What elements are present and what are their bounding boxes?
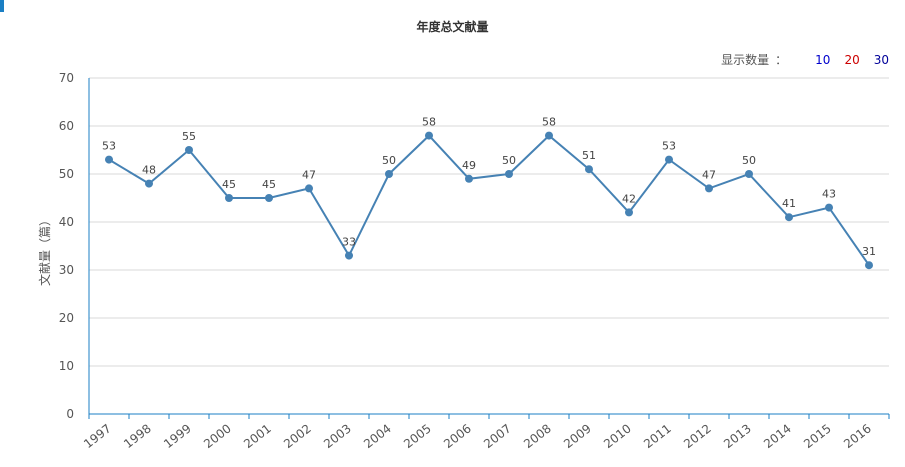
data-point	[785, 213, 793, 222]
x-tick-label: 2008	[521, 421, 554, 451]
x-tick-label: 2005	[401, 421, 434, 451]
x-tick-label: 2000	[201, 421, 234, 451]
data-label: 47	[302, 168, 316, 181]
y-tick-label: 40	[59, 215, 74, 229]
x-tick-label: 2016	[841, 421, 874, 451]
data-label: 41	[782, 197, 796, 210]
data-point	[105, 155, 113, 164]
y-axis-label: 文献量（篇）	[37, 214, 52, 286]
x-tick-label: 1999	[161, 421, 194, 451]
display-count-option-30[interactable]: 30	[873, 52, 889, 67]
data-point	[145, 179, 153, 188]
chart-title: 年度总文献量	[416, 20, 489, 34]
data-label: 50	[382, 154, 396, 167]
x-tick-label: 2003	[321, 421, 354, 451]
data-label: 48	[142, 164, 156, 177]
data-label: 33	[342, 236, 356, 249]
data-label: 51	[582, 149, 596, 162]
data-point	[665, 155, 673, 164]
data-point	[825, 203, 833, 212]
data-point	[425, 131, 433, 140]
data-point	[465, 174, 473, 183]
data-point	[705, 184, 713, 193]
data-label: 55	[182, 130, 196, 143]
x-tick-label: 2006	[441, 421, 474, 451]
display-count-option-20[interactable]: 20	[844, 52, 860, 67]
data-label: 45	[222, 178, 236, 191]
display-count-option-10[interactable]: 10	[815, 52, 831, 67]
y-tick-label: 10	[59, 359, 74, 373]
y-tick-label: 70	[59, 71, 74, 85]
x-tick-label: 2001	[241, 421, 274, 451]
y-tick-label: 0	[66, 407, 74, 421]
display-count-selector: 显示数量 ： 10 20 30	[721, 51, 889, 68]
data-point	[745, 170, 753, 178]
y-tick-label: 30	[59, 263, 74, 277]
data-point	[385, 170, 393, 178]
y-tick-label: 50	[59, 167, 74, 181]
x-tick-label: 2004	[361, 421, 394, 451]
data-point	[865, 261, 873, 270]
data-point	[545, 131, 553, 140]
data-label: 53	[102, 140, 116, 153]
series-line	[108, 134, 870, 266]
x-tick-label: 2009	[561, 421, 594, 451]
gridlines	[89, 77, 889, 367]
x-tick-label: 2011	[641, 421, 674, 451]
x-tick-label: 2012	[681, 421, 714, 451]
data-label: 47	[702, 168, 716, 181]
x-tick-label: 2014	[761, 421, 794, 451]
accent-bar	[0, 0, 4, 12]
x-tick-label: 2002	[281, 421, 314, 451]
data-label: 42	[622, 192, 636, 205]
display-count-colon: ：	[775, 53, 788, 67]
data-label: 49	[462, 159, 476, 172]
data-label: 58	[542, 116, 556, 129]
data-point	[585, 165, 593, 174]
y-tick-label: 20	[59, 311, 74, 325]
x-tick-label: 2010	[601, 421, 634, 451]
data-point	[265, 194, 273, 202]
x-tick-label: 1998	[121, 421, 154, 451]
data-label: 45	[262, 178, 276, 191]
x-tick-label: 1997	[81, 421, 114, 451]
data-point	[505, 170, 513, 178]
data-label: 58	[422, 116, 436, 129]
data-label: 50	[502, 154, 516, 167]
x-tick-label: 2015	[801, 421, 834, 451]
data-point	[625, 208, 633, 217]
data-label: 50	[742, 154, 756, 167]
series-layer: 53 48 55 45 45 47 33 50 58 49 50 58 51 42 53 47 50 41 43 31	[102, 116, 876, 270]
data-point	[305, 184, 313, 193]
data-label: 53	[662, 140, 676, 153]
data-point	[225, 194, 233, 202]
display-count-label: 显示数量	[721, 53, 770, 67]
data-point	[185, 146, 193, 154]
x-tick-label: 2013	[721, 421, 754, 451]
y-tick-label: 60	[59, 119, 74, 133]
data-label: 43	[822, 188, 836, 201]
data-label: 31	[862, 245, 876, 258]
data-point	[345, 251, 353, 260]
x-tick-label: 2007	[481, 421, 514, 451]
